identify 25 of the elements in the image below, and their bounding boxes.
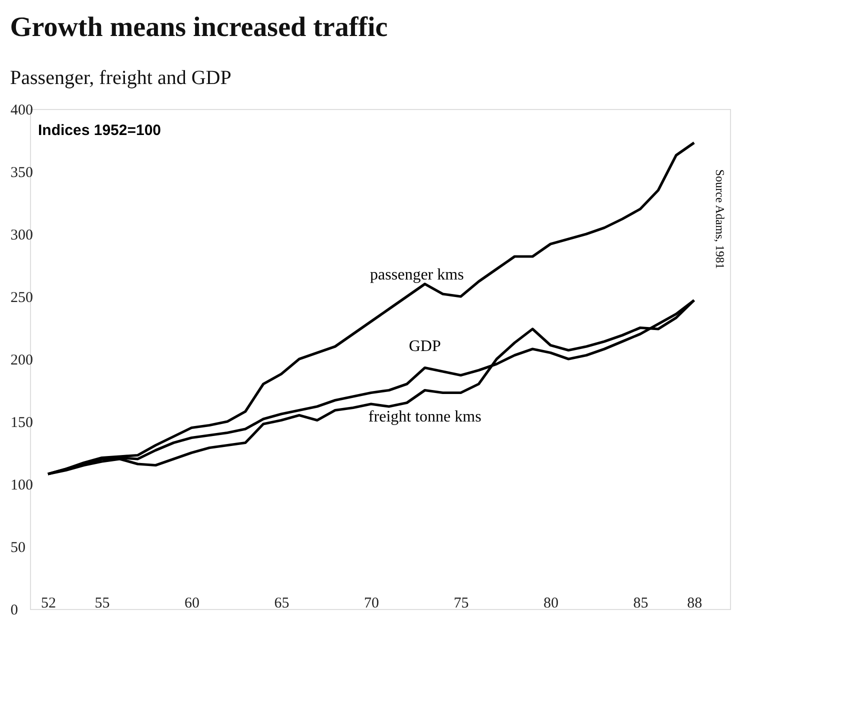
x-tick-label: 65 (274, 596, 290, 612)
x-tick-label: 88 (687, 596, 702, 612)
x-tick-label: 80 (544, 596, 559, 612)
y-tick-label: 200 (10, 352, 33, 368)
chart-title: Growth means increased traffic (10, 12, 388, 43)
annotation: Source Adams, 1981 (713, 169, 727, 269)
x-tick-label: 55 (94, 596, 110, 612)
x-tick-label: 60 (184, 596, 200, 612)
chart-subtitle: Passenger, freight and GDP (10, 67, 232, 89)
series-label: freight tonne kms (368, 408, 482, 426)
y-tick-label: 150 (10, 415, 33, 431)
y-tick-label: 250 (10, 290, 33, 306)
y-tick-label: 100 (10, 478, 33, 494)
series-label: passenger kms (370, 266, 464, 284)
y-tick-label: 0 (10, 602, 18, 618)
annotation: Indices 1952=100 (38, 122, 162, 139)
x-tick-label: 70 (364, 596, 380, 612)
y-tick-label: 50 (10, 540, 26, 556)
x-tick-label: 52 (40, 596, 56, 612)
x-tick-label: 75 (454, 596, 469, 612)
y-tick-label: 400 (10, 102, 33, 118)
y-tick-label: 300 (10, 228, 33, 244)
y-tick-label: 350 (10, 165, 33, 181)
x-tick-label: 85 (633, 596, 648, 612)
series-label: GDP (408, 338, 441, 355)
